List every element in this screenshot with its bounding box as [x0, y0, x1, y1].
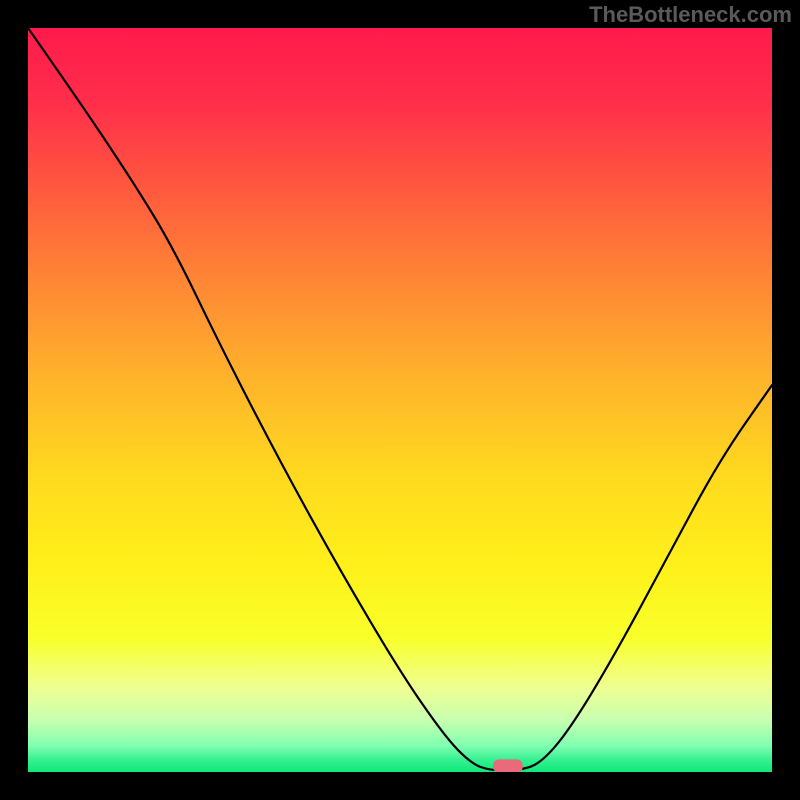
- chart-container: TheBottleneck.com: [0, 0, 800, 800]
- optimum-marker: [493, 759, 523, 772]
- watermark-label: TheBottleneck.com: [589, 2, 792, 28]
- plot-area: [28, 28, 772, 772]
- plot-svg: [28, 28, 772, 772]
- gradient-background: [28, 28, 772, 772]
